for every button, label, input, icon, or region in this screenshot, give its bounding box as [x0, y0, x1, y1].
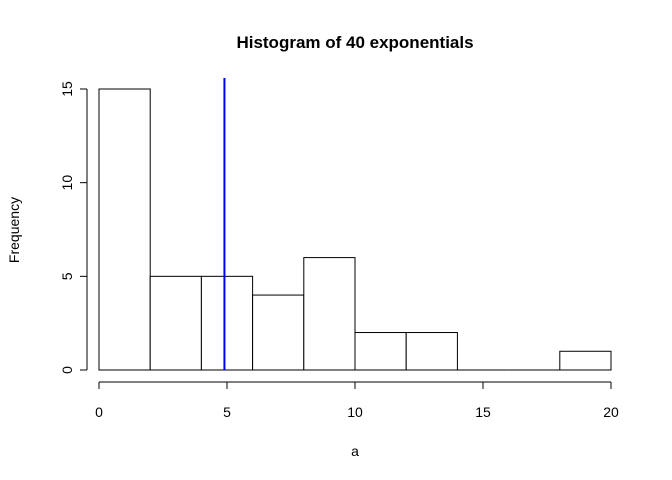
y-tick-label: 0 [59, 366, 75, 374]
y-axis-label: Frequency [6, 197, 22, 263]
histogram-bar [200, 275, 254, 371]
histogram-bar [559, 350, 612, 371]
x-tick-label: 20 [603, 404, 619, 420]
x-axis: 0 5 10 15 20 [95, 381, 619, 420]
y-tick-label: 15 [59, 81, 75, 97]
x-tick-label: 15 [475, 404, 491, 420]
x-tick-label: 5 [223, 404, 231, 420]
bars-group [98, 88, 612, 371]
x-tick-label: 10 [347, 404, 363, 420]
histogram-bar [98, 88, 151, 371]
y-tick-label: 10 [59, 175, 75, 191]
histogram-bar [354, 332, 407, 371]
histogram-bar [303, 257, 356, 371]
histogram-bar [405, 332, 458, 371]
x-axis-label: a [351, 443, 359, 459]
y-tick-label: 5 [59, 272, 75, 280]
histogram-bar [149, 275, 202, 371]
histogram-bar [252, 294, 305, 371]
y-axis: 0 5 10 15 [59, 81, 88, 374]
chart-title: Histogram of 40 exponentials [236, 33, 473, 52]
x-tick-label: 0 [95, 404, 103, 420]
